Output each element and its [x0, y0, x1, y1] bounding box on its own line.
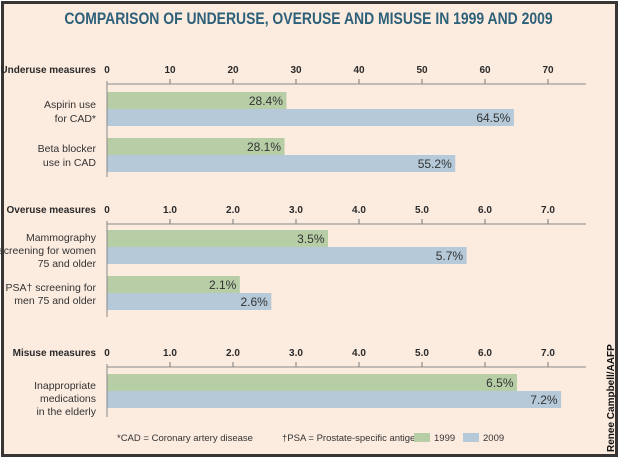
tick-label: 1.0 [163, 348, 177, 359]
photo-credit: Renee Campbell/AAFP [606, 344, 617, 452]
bar-1999 [107, 374, 517, 391]
legend-swatch-2009 [463, 433, 479, 442]
category-label: Inappropriate [34, 380, 96, 392]
category-label: screening for women [0, 245, 96, 257]
category-label: use in CAD [43, 157, 97, 169]
legend-label: 1999 [434, 433, 455, 444]
tick-label: 0 [104, 65, 110, 76]
category-label: for CAD* [55, 113, 96, 125]
chart-title: COMPARISON OF UNDERUSE, OVERUSE AND MISU… [64, 9, 553, 28]
tick-label: 10 [164, 65, 176, 76]
tick-label: 6.0 [478, 348, 492, 359]
data-label: 28.1% [247, 140, 281, 154]
data-label: 3.5% [297, 232, 325, 246]
tick-label: 1.0 [163, 205, 177, 216]
tick-label: 60 [479, 65, 491, 76]
tick-label: 4.0 [352, 348, 366, 359]
footnote-cad: *CAD = Coronary artery disease [117, 433, 253, 444]
tick-label: 30 [290, 65, 302, 76]
bar-2009 [107, 247, 467, 264]
category-label: 75 and older [38, 258, 97, 270]
data-label: 6.5% [486, 376, 514, 390]
bar-1999 [107, 138, 285, 155]
tick-label: 4.0 [352, 205, 366, 216]
data-label: 7.2% [530, 393, 558, 407]
tick-label: 50 [416, 65, 428, 76]
data-label: 55.2% [418, 157, 452, 171]
section-label: Underuse measures [0, 65, 96, 76]
tick-label: 3.0 [289, 205, 303, 216]
category-label: in the elderly [36, 406, 96, 418]
tick-label: 0 [104, 348, 110, 359]
data-label: 64.5% [476, 111, 510, 125]
tick-label: 7.0 [541, 205, 555, 216]
data-label: 5.7% [436, 249, 464, 263]
category-label: Mammography [26, 232, 97, 244]
tick-label: 40 [353, 65, 365, 76]
legend-label: 2009 [483, 433, 504, 444]
bar-1999 [107, 230, 328, 247]
tick-label: 70 [542, 65, 554, 76]
data-label: 28.4% [249, 94, 283, 108]
tick-label: 7.0 [541, 348, 555, 359]
legend-swatch-1999 [414, 433, 430, 442]
tick-label: 5.0 [415, 348, 429, 359]
data-label: 2.6% [240, 295, 268, 309]
bar-2009 [107, 391, 562, 408]
section-label: Overuse measures [6, 205, 96, 216]
category-label: medications [40, 393, 96, 405]
category-label: men 75 and older [14, 295, 96, 307]
tick-label: 20 [227, 65, 239, 76]
bar-2009 [107, 155, 456, 172]
tick-label: 2.0 [226, 348, 240, 359]
tick-label: 0 [104, 205, 110, 216]
category-label: PSA† screening for [6, 282, 97, 294]
tick-label: 6.0 [478, 205, 492, 216]
tick-label: 5.0 [415, 205, 429, 216]
bar-1999 [107, 92, 287, 109]
category-label: Beta blocker [38, 143, 97, 155]
bar-2009 [107, 109, 514, 126]
footnote-psa: †PSA = Prostate-specific antigen [282, 433, 421, 444]
tick-label: 3.0 [289, 348, 303, 359]
bar-2009 [107, 293, 272, 310]
data-label: 2.1% [209, 278, 237, 292]
category-label: Aspirin use [44, 99, 96, 111]
tick-label: 2.0 [226, 205, 240, 216]
section-label: Misuse measures [13, 348, 97, 359]
bar-1999 [107, 276, 240, 293]
